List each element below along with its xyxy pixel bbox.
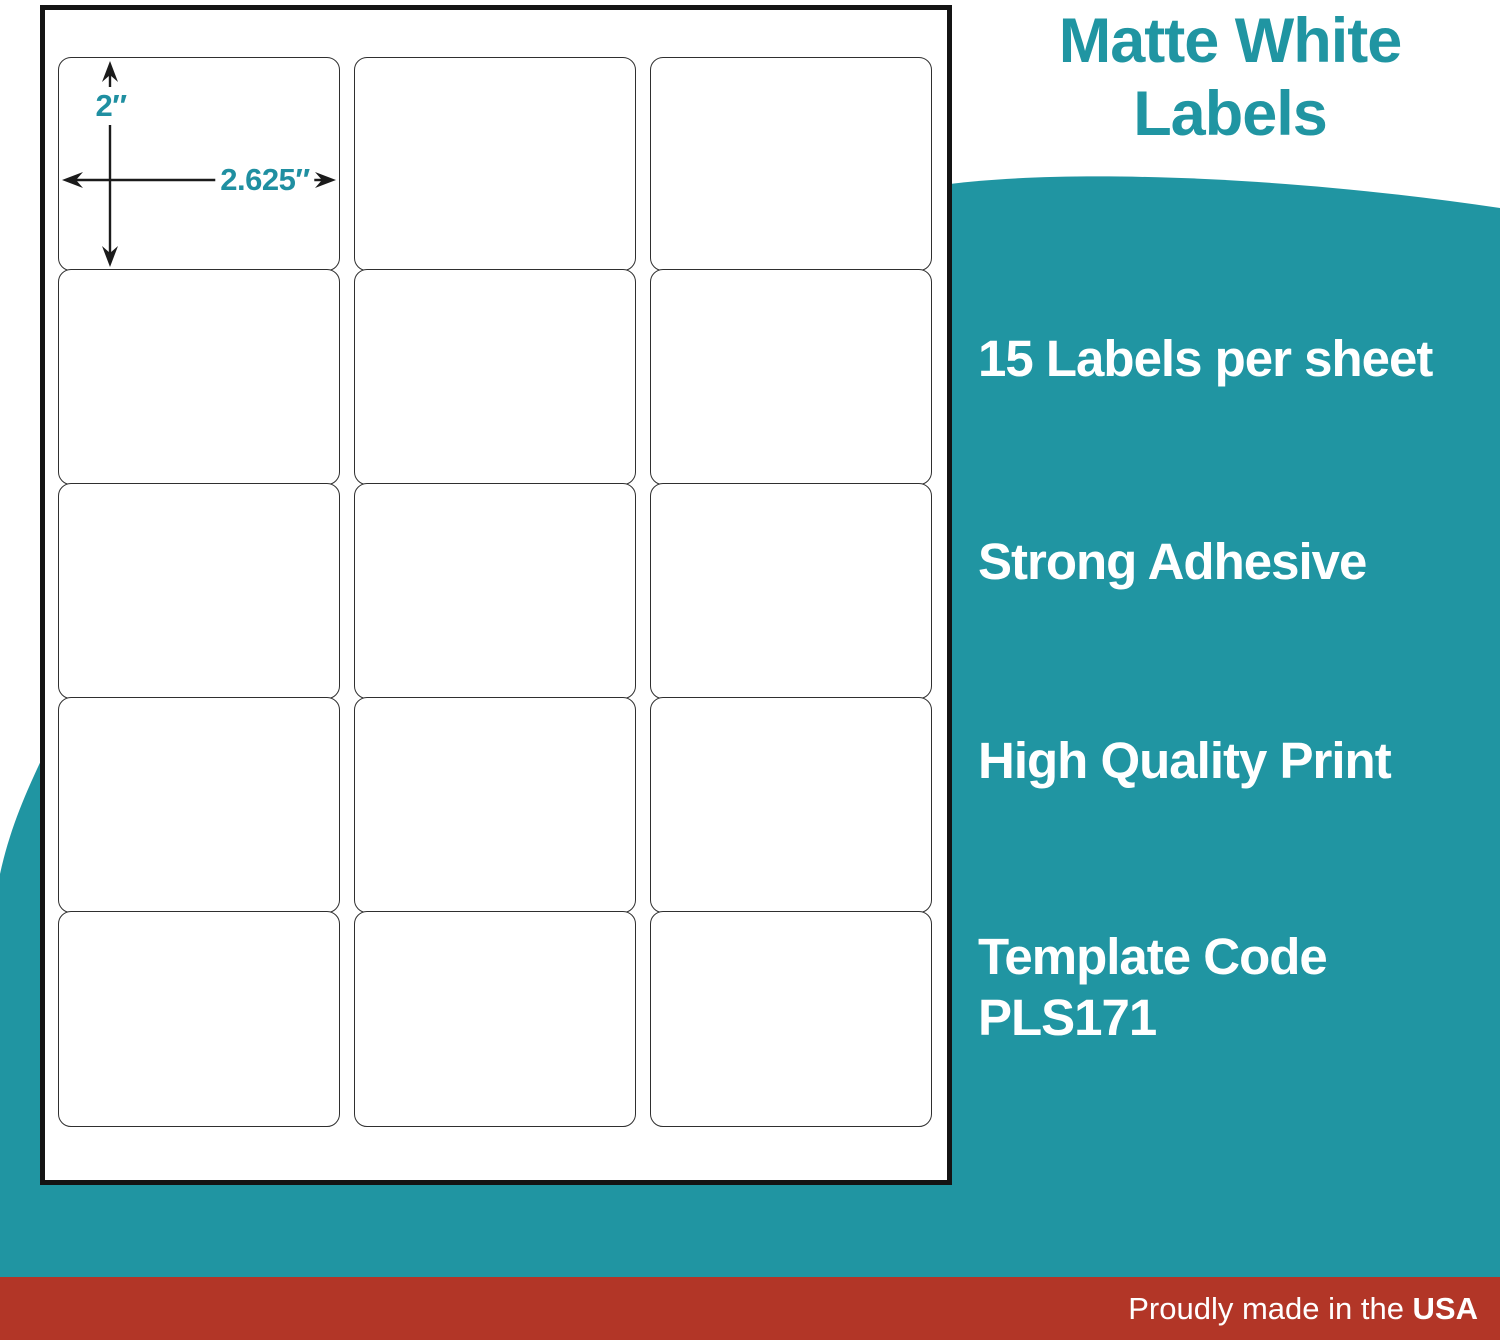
label-cell — [58, 911, 340, 1127]
label-cell — [650, 57, 932, 271]
label-cell — [650, 697, 932, 913]
made-in-country: USA — [1412, 1290, 1478, 1326]
label-cell — [58, 269, 340, 485]
label-cell — [354, 697, 636, 913]
label-cell — [58, 483, 340, 699]
arrowhead-left-icon — [62, 172, 83, 188]
arrowhead-up-icon — [102, 61, 118, 82]
label-cell — [650, 483, 932, 699]
label-cell — [354, 911, 636, 1127]
label-cell — [354, 483, 636, 699]
label-cell — [354, 269, 636, 485]
label-grid — [58, 57, 932, 1127]
label-cell — [650, 911, 932, 1127]
height-dimension-label: 2″ — [90, 87, 132, 125]
arrowhead-down-icon — [102, 246, 118, 267]
label-cell — [354, 57, 636, 271]
width-dimension-label: 2.625″ — [215, 161, 315, 199]
label-cell — [58, 697, 340, 913]
label-sheet: 2″ 2.625″ — [40, 5, 952, 1185]
label-cell — [650, 269, 932, 485]
made-in-text: Proudly made in the — [1128, 1290, 1413, 1326]
arrowhead-right-icon — [315, 172, 336, 188]
footer-bar: Proudly made in the USA — [0, 1277, 1500, 1340]
